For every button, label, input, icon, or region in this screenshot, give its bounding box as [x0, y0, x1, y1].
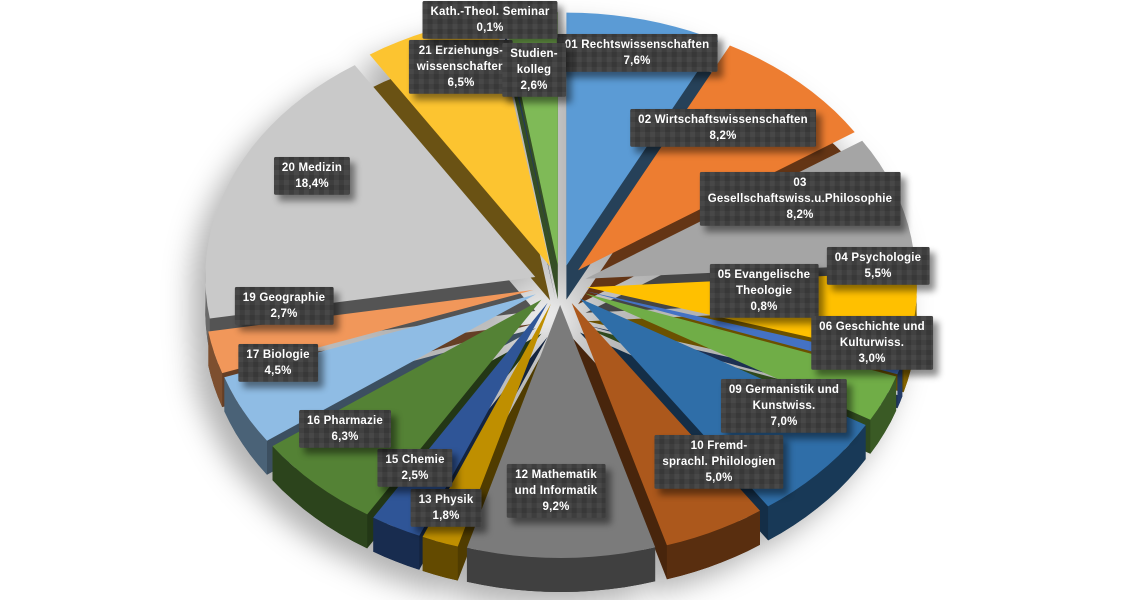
pie-slice-12 [466, 305, 656, 592]
pie-slice-16 [272, 299, 542, 549]
pie-slice-09 [579, 298, 866, 541]
